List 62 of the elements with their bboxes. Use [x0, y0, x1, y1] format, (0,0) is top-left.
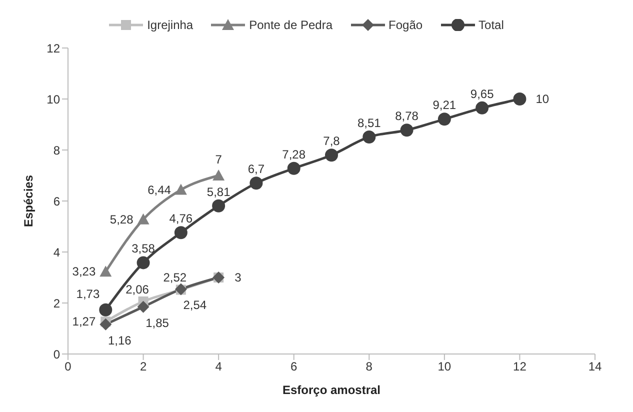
- point: [400, 124, 414, 137]
- data-label: 7,28: [282, 147, 306, 162]
- data-label: 5,81: [206, 184, 231, 199]
- point: [137, 300, 150, 313]
- legend-label: Igrejinha: [146, 18, 194, 32]
- data-label: 9,21: [432, 98, 456, 112]
- data-label: 2,54: [183, 298, 207, 312]
- legend-label: Total: [478, 18, 504, 32]
- legend-label: Fogão: [388, 18, 423, 32]
- data-label: 4,76: [169, 212, 193, 226]
- x-tick-label: 14: [588, 360, 602, 374]
- data-label: 9,65: [470, 86, 494, 101]
- y-tick-label: 4: [53, 245, 60, 260]
- point: [100, 266, 112, 277]
- y-tick-label: 10: [46, 92, 60, 106]
- data-label: 3,58: [132, 242, 156, 256]
- point: [362, 130, 376, 144]
- data-label: 1,16: [108, 333, 132, 348]
- point: [212, 199, 226, 212]
- data-label: 10: [536, 92, 550, 106]
- x-tick-label: 4: [215, 360, 222, 374]
- x-tick-label: 6: [290, 360, 298, 374]
- point: [174, 226, 188, 240]
- data-label: 3: [234, 270, 242, 284]
- x-tick-label: 0: [64, 360, 72, 374]
- y-axis-title: Espécies: [21, 174, 36, 228]
- y-tick-label: 6: [53, 194, 60, 208]
- point: [287, 162, 300, 175]
- x-tick-label: 10: [438, 360, 452, 374]
- point: [325, 148, 338, 162]
- data-label: 5,28: [110, 212, 134, 226]
- data-label: 2,06: [126, 282, 150, 296]
- y-tick-label: 2: [53, 296, 60, 310]
- x-tick-label: 12: [513, 360, 527, 374]
- legend-label: Ponte de Pedra: [248, 18, 333, 32]
- y-tick-label: 0: [53, 347, 60, 362]
- x-tick-label: 8: [366, 360, 373, 374]
- data-label: 8,78: [395, 109, 419, 124]
- data-label: 6,44: [148, 182, 172, 197]
- data-label: 1,73: [76, 286, 100, 301]
- x-axis-title: Esforço amostral: [282, 383, 381, 397]
- point: [174, 184, 187, 195]
- data-label: 2,52: [163, 270, 187, 285]
- data-label: 3,23: [72, 264, 96, 279]
- point: [476, 101, 489, 114]
- point: [250, 176, 263, 190]
- y-tick-label: 8: [53, 143, 60, 158]
- point: [212, 170, 225, 180]
- data-label: 1,85: [146, 316, 170, 330]
- x-tick-label: 2: [140, 360, 147, 374]
- data-label: 7: [215, 152, 222, 166]
- data-label: 7,8: [323, 134, 340, 148]
- data-label: 1,27: [72, 314, 96, 329]
- data-label: 6,7: [248, 162, 265, 176]
- point: [100, 318, 112, 330]
- point: [99, 303, 112, 316]
- point: [137, 213, 150, 224]
- point: [438, 112, 451, 126]
- point: [136, 256, 150, 270]
- y-tick-label: 12: [46, 41, 60, 56]
- point: [513, 92, 526, 106]
- data-label: 8,51: [357, 116, 382, 130]
